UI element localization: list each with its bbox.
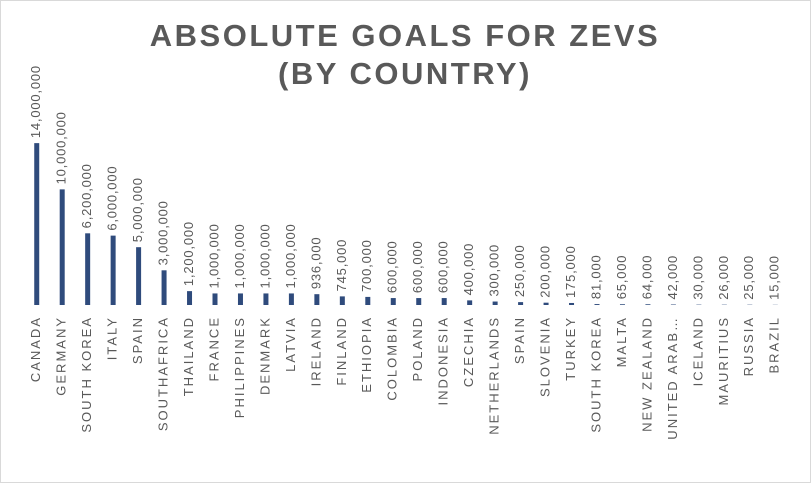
- data-label: 175,000: [563, 245, 578, 298]
- bar: [161, 270, 167, 305]
- data-label: 250,000: [512, 245, 527, 298]
- data-label: 10,000,000: [54, 111, 69, 184]
- data-label: 15,000: [767, 255, 782, 300]
- data-label: 300,000: [487, 244, 502, 297]
- x-tick-label: SOUTHAFRICA: [156, 316, 171, 431]
- bar: [467, 300, 473, 305]
- data-label: 1,000,000: [206, 223, 221, 288]
- data-label: 600,000: [385, 240, 400, 293]
- data-label: 65,000: [614, 255, 629, 300]
- x-tick-label: MAURITIUS: [716, 316, 731, 406]
- data-label: 700,000: [359, 239, 374, 292]
- data-label: 400,000: [461, 243, 476, 296]
- bar: [237, 293, 243, 305]
- data-label: 26,000: [716, 255, 731, 300]
- x-tick-label: NETHERLANDS: [487, 316, 502, 435]
- x-tick-label: SLOVENIA: [538, 316, 553, 397]
- x-tick-label: SPAIN: [512, 316, 527, 364]
- bar: [34, 143, 40, 305]
- x-tick-label: GERMANY: [54, 316, 69, 396]
- x-tick-label: TURKEY: [563, 316, 578, 381]
- x-tick-label: IRELAND: [308, 316, 323, 386]
- data-label: 42,000: [665, 255, 680, 300]
- bar: [85, 233, 91, 305]
- data-label: 81,000: [588, 255, 603, 300]
- x-tick-label: ICELAND: [690, 316, 705, 386]
- data-label: 3,000,000: [156, 200, 171, 265]
- x-tick-label: FINLAND: [334, 316, 349, 386]
- x-tick-label: PHILIPPINES: [232, 316, 247, 418]
- data-label: 1,000,000: [283, 223, 298, 288]
- x-tick-label: RUSSIA: [741, 316, 756, 376]
- data-label: 6,000,000: [105, 166, 120, 231]
- bar: [212, 293, 218, 305]
- bar: [339, 296, 345, 305]
- x-tick-label: POLAND: [410, 316, 425, 381]
- x-tick-label: FRANCE: [206, 316, 221, 381]
- x-tick-label: NEW ZEALAND: [639, 316, 654, 432]
- bar: [645, 304, 651, 305]
- bar: [136, 247, 142, 305]
- data-label: 6,200,000: [79, 163, 94, 228]
- data-label: 200,000: [538, 245, 553, 298]
- data-label: 600,000: [410, 240, 425, 293]
- bar: [288, 293, 294, 305]
- x-tick-label: SOUTH KOREA: [588, 316, 603, 433]
- bar: [263, 293, 269, 305]
- x-tick-label: SOUTH KOREA: [79, 316, 94, 433]
- chart-title: ABSOLUTE GOALS FOR ZEVS: [150, 18, 660, 53]
- x-tick-label: INDONESIA: [436, 316, 451, 406]
- x-tick-label: MALTA: [614, 316, 629, 367]
- data-label: 25,000: [741, 255, 756, 300]
- data-label: 5,000,000: [130, 177, 145, 242]
- bar: [441, 298, 447, 305]
- x-tick-label: ETHIOPIA: [359, 316, 374, 393]
- x-tick-label: SPAIN: [130, 316, 145, 364]
- bar: [187, 291, 193, 305]
- data-label: 1,000,000: [232, 223, 247, 288]
- data-label: 745,000: [334, 239, 349, 292]
- bar: [543, 302, 549, 305]
- data-label: 64,000: [639, 255, 654, 300]
- x-tick-label: DENMARK: [257, 316, 272, 395]
- x-tick-label: UNITED ARAB…: [665, 316, 680, 440]
- bar: [110, 235, 116, 305]
- bar: [416, 298, 422, 305]
- bar: [59, 189, 65, 305]
- data-label: 30,000: [690, 255, 705, 300]
- x-tick-label: CZECHIA: [461, 316, 476, 387]
- x-tick-label: COLOMBIA: [385, 316, 400, 401]
- data-label: 14,000,000: [28, 65, 43, 138]
- bar: [594, 304, 600, 305]
- bar: [569, 302, 575, 305]
- x-tick-label: BRAZIL: [767, 316, 782, 374]
- chart-title: (BY COUNTRY): [278, 56, 532, 91]
- bar: [619, 304, 625, 305]
- x-tick-label: LATVIA: [283, 316, 298, 372]
- x-tick-label: CANADA: [28, 316, 43, 382]
- bar: [492, 301, 498, 305]
- bar: [390, 298, 396, 305]
- bar: [518, 302, 524, 305]
- data-label: 1,200,000: [181, 221, 196, 286]
- x-tick-label: ITALY: [105, 316, 120, 360]
- bar: [365, 296, 371, 305]
- x-tick-label: THAILAND: [181, 316, 196, 396]
- data-label: 1,000,000: [257, 223, 272, 288]
- data-label: 936,000: [308, 237, 323, 290]
- bar: [314, 294, 320, 305]
- data-label: 600,000: [436, 240, 451, 293]
